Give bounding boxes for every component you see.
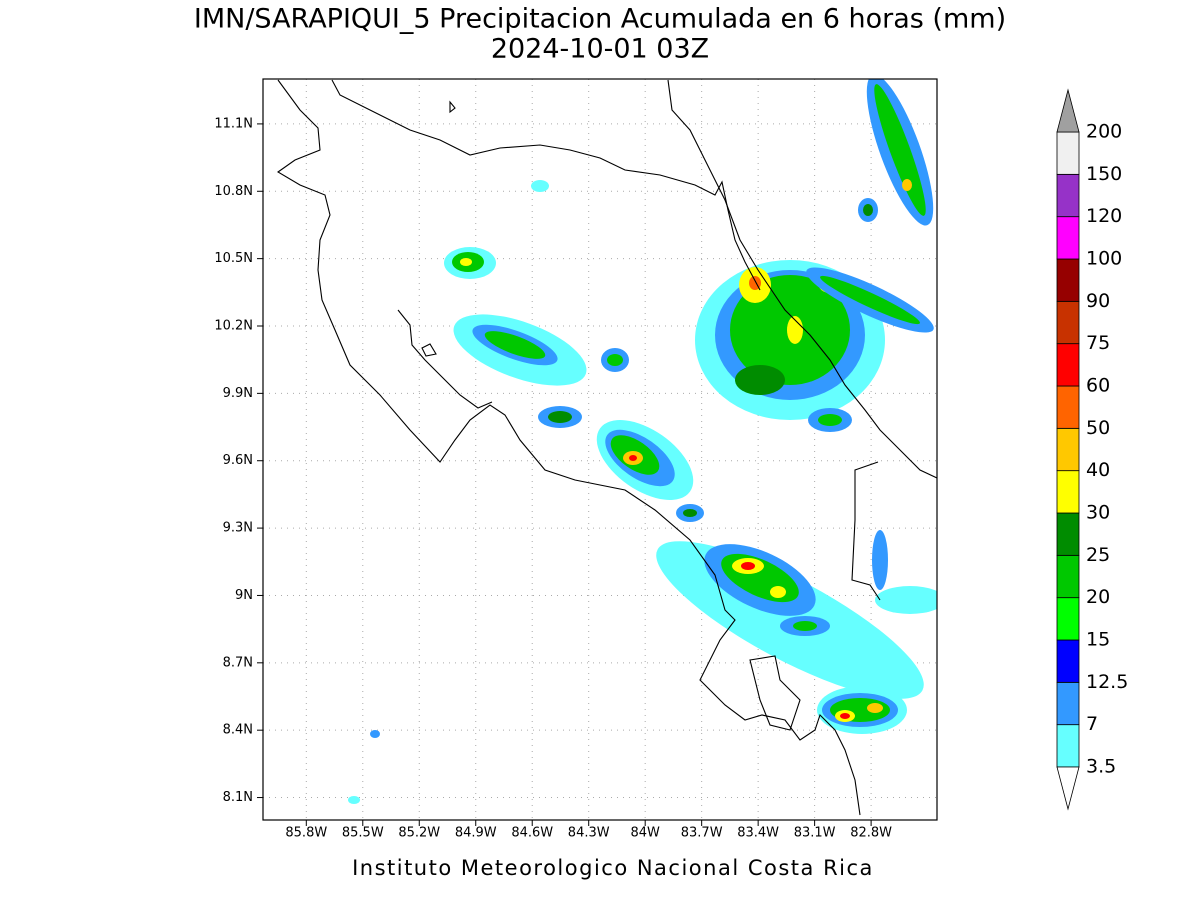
colorbar-box	[1056, 681, 1080, 726]
x-tick-label: 84.6W	[511, 826, 553, 841]
x-tick-label: 83.7W	[681, 826, 723, 841]
colorbar-box	[1056, 216, 1080, 260]
colorbar-box	[1056, 343, 1080, 387]
y-tick-label: 8.4N	[223, 723, 253, 738]
precip	[276, 79, 937, 816]
colorbar: 3.5 7 12.5 15 20 25 30 40 50 60 75 90 100 120 150 200	[1056, 88, 1128, 811]
y-tick-label: 10.8N	[214, 184, 253, 199]
colorbar-label: 40	[1086, 459, 1110, 481]
axes: 85.8W 85.5W 85.2W 84.9W 84.6W 84.3W 84W 83.7W 83…	[214, 116, 892, 840]
colorbar-box	[1056, 597, 1080, 641]
colorbar-label: 50	[1086, 417, 1110, 439]
map-frame	[262, 78, 938, 821]
grid	[263, 79, 937, 820]
colorbar-box	[1056, 258, 1080, 302]
x-tick-label: 84W	[630, 826, 660, 841]
colorbar-label: 15	[1086, 629, 1110, 651]
colorbar-label: 200	[1086, 121, 1122, 143]
coastline	[276, 79, 937, 816]
y-tick-label: 9.9N	[223, 386, 253, 401]
colorbar-box	[1056, 724, 1080, 768]
colorbar-label: 75	[1086, 332, 1110, 354]
colorbar-label: 100	[1086, 248, 1122, 270]
x-tick-label: 84.3W	[568, 826, 610, 841]
x-tick-label: 83.1W	[794, 826, 836, 841]
x-tick-label: 84.9W	[455, 826, 497, 841]
x-tick-label: 85.2W	[398, 826, 440, 841]
colorbar-label: 150	[1086, 163, 1122, 185]
title: IMN/SARAPIQUI_5 Precipitacion Acumulada …	[194, 4, 1006, 35]
y-tick-label: 9.6N	[223, 453, 253, 468]
x-tick-label: 83.4W	[737, 826, 779, 841]
colorbar-label: 3.5	[1086, 756, 1116, 778]
colorbar-over	[1056, 88, 1080, 133]
y-tick-label: 10.5N	[214, 251, 253, 266]
colorbar-label: 7	[1086, 713, 1098, 735]
x-tick-label: 85.8W	[285, 826, 327, 841]
colorbar-box	[1056, 512, 1080, 556]
colorbar-box	[1056, 470, 1080, 514]
colorbar-label: 25	[1086, 544, 1110, 566]
subtitle: 2024-10-01 03Z	[491, 34, 709, 65]
y-tick-label: 8.1N	[223, 790, 253, 805]
colorbar-box	[1056, 131, 1080, 175]
colorbar-label: 60	[1086, 375, 1110, 397]
x-tick-label: 82.8W	[850, 826, 892, 841]
y-tick-label: 9.3N	[223, 521, 253, 536]
colorbar-label: 30	[1086, 502, 1110, 524]
colorbar-label: 12.5	[1086, 671, 1128, 693]
colorbar-box	[1056, 385, 1080, 429]
y-tick-label: 9N	[235, 588, 253, 603]
colorbar-box	[1056, 300, 1080, 345]
colorbar-under	[1056, 766, 1080, 811]
colorbar-label: 120	[1086, 205, 1122, 227]
precip-cells	[348, 79, 937, 804]
footer: Instituto Meteorologico Nacional Costa R…	[352, 856, 874, 880]
x-tick-label: 85.5W	[342, 826, 384, 841]
colorbar-box	[1056, 639, 1080, 683]
colorbar-box	[1056, 427, 1080, 472]
y-tick-label: 8.7N	[223, 655, 253, 670]
y-tick-label: 10.2N	[214, 319, 253, 334]
colorbar-box	[1056, 554, 1080, 599]
colorbar-box	[1056, 173, 1080, 218]
colorbar-label: 90	[1086, 290, 1110, 312]
colorbar-label: 20	[1086, 586, 1110, 608]
y-tick-label: 11.1N	[214, 116, 253, 131]
